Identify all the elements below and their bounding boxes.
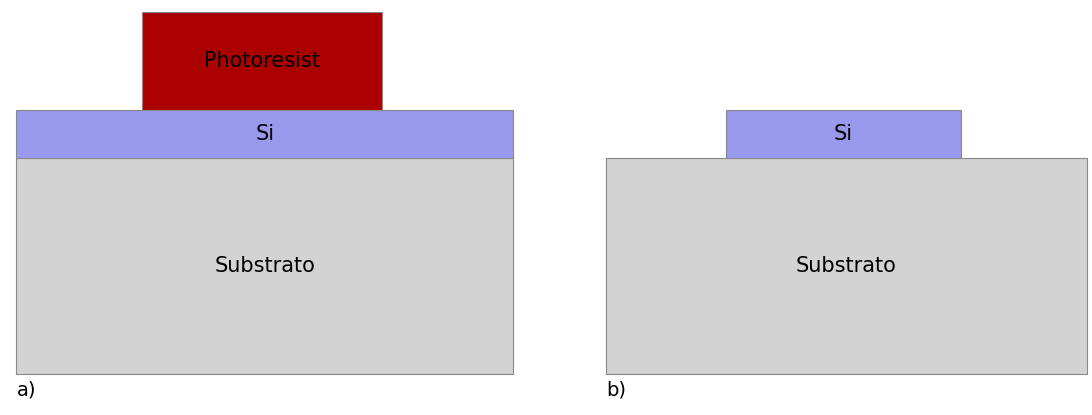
Text: Si: Si bbox=[256, 124, 274, 144]
FancyBboxPatch shape bbox=[606, 158, 1087, 374]
Text: a): a) bbox=[16, 381, 36, 400]
Text: Photoresist: Photoresist bbox=[204, 51, 320, 71]
FancyBboxPatch shape bbox=[142, 12, 382, 110]
Text: Substrato: Substrato bbox=[214, 256, 316, 276]
FancyBboxPatch shape bbox=[726, 110, 961, 158]
FancyBboxPatch shape bbox=[16, 158, 513, 374]
FancyBboxPatch shape bbox=[16, 110, 513, 158]
Text: Substrato: Substrato bbox=[796, 256, 897, 276]
Text: Si: Si bbox=[834, 124, 853, 144]
Text: b): b) bbox=[606, 381, 626, 400]
